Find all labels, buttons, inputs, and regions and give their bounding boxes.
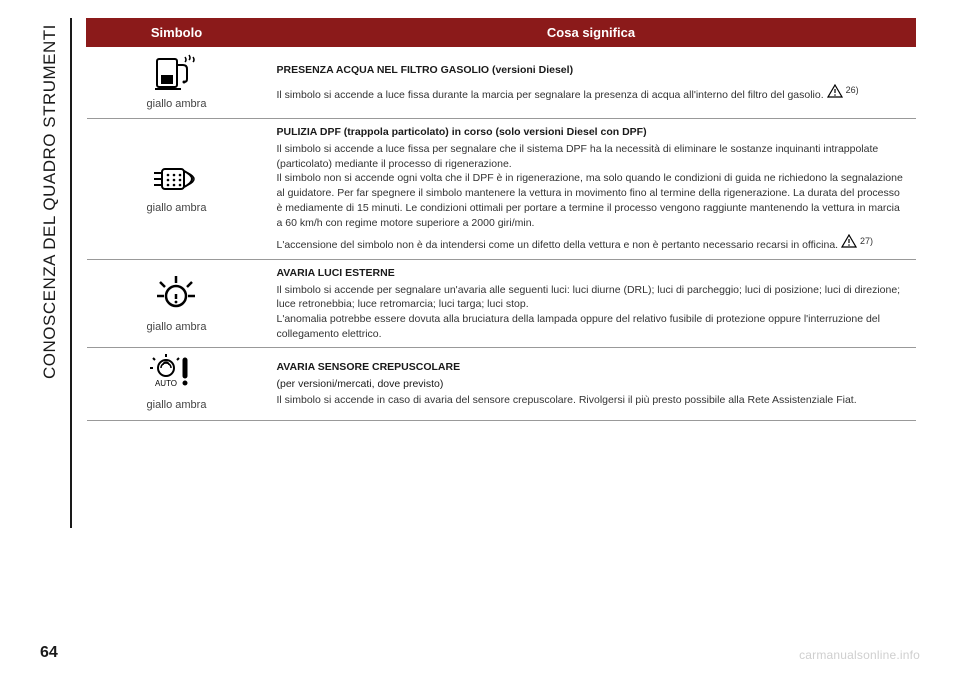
row-title: PRESENZA ACQUA NEL FILTRO GASOLIO (versi… [277,63,906,78]
sidebar-rule [70,18,72,528]
desc-cell: PRESENZA ACQUA NEL FILTRO GASOLIO (versi… [267,47,916,119]
row-subtitle: (per versioni/mercati, dove previsto) [277,377,906,392]
svg-text:AUTO: AUTO [155,379,177,388]
icon-caption: giallo ambra [147,97,207,112]
warning-triangle-icon [827,84,843,98]
desc-cell: PULIZIA DPF (trappola particolato) in co… [267,119,916,260]
icon-caption: giallo ambra [147,398,207,413]
symbols-table: Simbolo Cosa significa [86,18,916,421]
desc-cell: AVARIA LUCI ESTERNE Il simbolo si accend… [267,259,916,347]
fuel-water-icon [153,53,199,93]
table-row: giallo ambra PULIZIA DPF (trappola parti… [87,119,916,260]
warn-ref: 26) [846,84,859,97]
page: CONOSCENZA DEL QUADRO STRUMENTI Simbolo … [0,0,960,678]
watermark: carmanualsonline.info [799,648,920,662]
row-title: AVARIA SENSORE CREPUSCOLARE [277,360,906,375]
icon-caption: giallo ambra [147,320,207,335]
row-body: Il simbolo si accende in caso di avaria … [277,394,857,406]
icon-cell: giallo ambra [87,259,267,347]
table-row: AUTO giallo ambra AVARIA SENSORE CREPUSC… [87,348,916,420]
icon-cell: giallo ambra [87,47,267,119]
page-number: 64 [40,644,58,662]
icon-caption: giallo ambra [147,201,207,216]
dusk-sensor-fault-icon: AUTO [149,354,203,394]
ext-lights-fault-icon [152,272,200,316]
row-title: PULIZIA DPF (trappola particolato) in co… [277,125,906,140]
row-body: Il simbolo si accende per segnalare un'a… [277,284,901,340]
dpf-icon [148,161,204,197]
th-simbolo: Simbolo [87,19,267,47]
row-body: Il simbolo si accende a luce fissa duran… [277,89,824,101]
th-cosa: Cosa significa [267,19,916,47]
warning-triangle-icon [841,234,857,248]
icon-cell: AUTO giallo ambra [87,348,267,420]
section-title-vertical: CONOSCENZA DEL QUADRO STRUMENTI [40,24,64,524]
table-row: giallo ambra AVARIA LUCI ESTERNE Il simb… [87,259,916,347]
warn-badge: 27) [841,234,873,248]
warn-ref: 27) [860,235,873,248]
desc-cell: AVARIA SENSORE CREPUSCOLARE (per version… [267,348,916,420]
warn-badge: 26) [827,84,859,98]
row-body: Il simbolo si accende a luce fissa per s… [277,143,903,251]
table-row: giallo ambra PRESENZA ACQUA NEL FILTRO G… [87,47,916,119]
icon-cell: giallo ambra [87,119,267,260]
row-title: AVARIA LUCI ESTERNE [277,266,906,281]
